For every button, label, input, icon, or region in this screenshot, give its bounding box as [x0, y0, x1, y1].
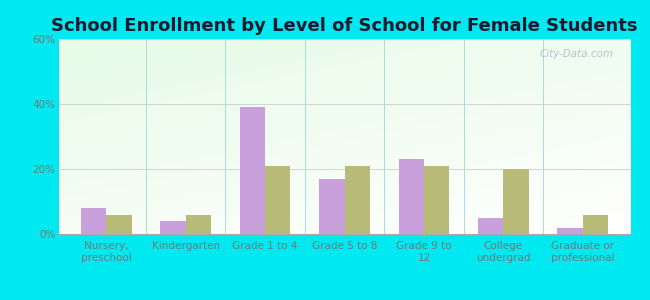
- Bar: [478, 218, 503, 234]
- Bar: [106, 214, 131, 234]
- Bar: [160, 221, 186, 234]
- Bar: [503, 169, 529, 234]
- Bar: [398, 159, 424, 234]
- Bar: [583, 214, 608, 234]
- Bar: [558, 227, 583, 234]
- Bar: [424, 166, 449, 234]
- Bar: [240, 107, 265, 234]
- Bar: [81, 208, 106, 234]
- Bar: [265, 166, 291, 234]
- Bar: [319, 179, 344, 234]
- Title: School Enrollment by Level of School for Female Students: School Enrollment by Level of School for…: [51, 17, 638, 35]
- Text: City-Data.com: City-Data.com: [540, 49, 614, 59]
- Bar: [344, 166, 370, 234]
- Bar: [186, 214, 211, 234]
